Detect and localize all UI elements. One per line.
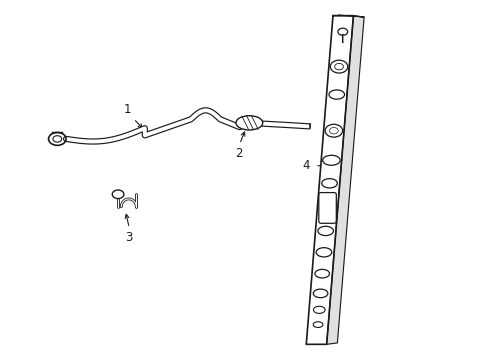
Polygon shape (326, 16, 364, 344)
Text: 3: 3 (125, 231, 133, 244)
Text: 1: 1 (123, 103, 131, 116)
Polygon shape (332, 15, 364, 17)
Ellipse shape (236, 116, 262, 130)
Polygon shape (305, 16, 353, 344)
Text: 2: 2 (234, 148, 242, 161)
Text: 4: 4 (302, 159, 309, 172)
